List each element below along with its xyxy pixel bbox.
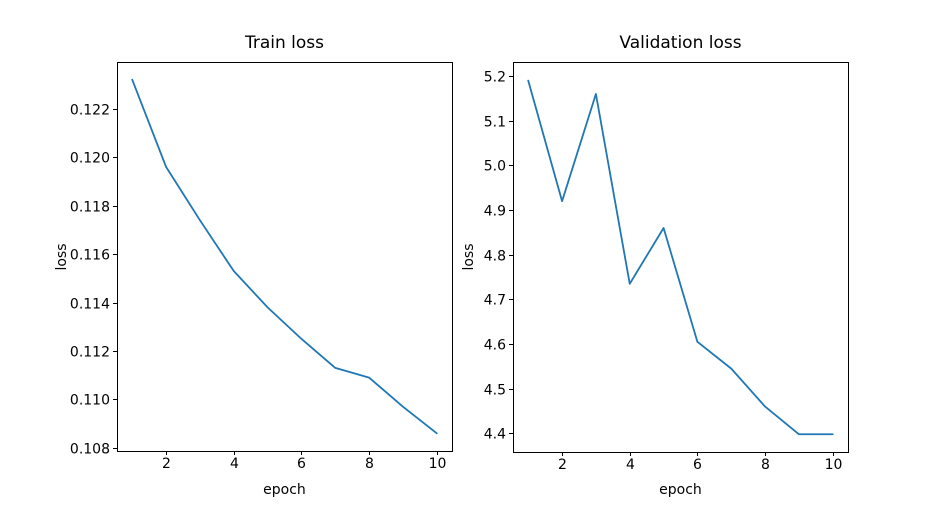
y-tick-label: 5.2 bbox=[484, 70, 506, 86]
y-tick-label: 5.1 bbox=[484, 115, 506, 131]
validation-loss-plot-svg: 2 4 6 8 10 4.4 4.5 4.6 4.7 4.8 4.9 5.0 5.1 5.2 bbox=[484, 62, 849, 473]
y-axis-label: loss bbox=[461, 243, 477, 271]
chart-title: Validation loss bbox=[619, 33, 742, 53]
x-tick-label: 2 bbox=[162, 456, 171, 472]
train-loss-subplot: 2 4 6 8 10 0.108 0.110 0.112 0.114 0.116 0.118 0.12… bbox=[0, 0, 470, 508]
chart-title: Train loss bbox=[244, 33, 325, 53]
y-tick-label: 4.7 bbox=[484, 293, 506, 309]
y-tick-label: 0.122 bbox=[70, 103, 110, 119]
y-tick-label: 0.110 bbox=[70, 393, 110, 409]
validation-loss-subplot: 2 4 6 8 10 4.4 4.5 4.6 4.7 4.8 4.9 5.0 5.1 5.2 Valida… bbox=[461, 0, 941, 508]
y-tick-label: 0.112 bbox=[70, 345, 110, 361]
y-tick-label: 0.108 bbox=[70, 442, 110, 458]
train-loss-plot-svg: 2 4 6 8 10 0.108 0.110 0.112 0.114 0.116 0.118 0.12… bbox=[70, 62, 453, 472]
y-tick-label: 4.5 bbox=[484, 383, 506, 399]
y-tick-label: 0.120 bbox=[70, 151, 110, 167]
axes-spines bbox=[513, 62, 849, 453]
y-tick-label: 0.118 bbox=[70, 200, 110, 216]
x-tick-label: 10 bbox=[825, 457, 843, 473]
x-tick-label: 2 bbox=[558, 457, 567, 473]
y-tick-label: 4.4 bbox=[484, 427, 506, 443]
x-tick-label: 10 bbox=[429, 456, 447, 472]
x-tick-label: 6 bbox=[297, 456, 306, 472]
y-tick-label: 0.114 bbox=[70, 297, 110, 313]
y-tick-label: 0.116 bbox=[70, 248, 110, 264]
y-tick-label: 4.9 bbox=[484, 204, 506, 220]
x-tick-label: 4 bbox=[230, 456, 239, 472]
loss-line bbox=[131, 78, 438, 435]
x-axis-label: epoch bbox=[659, 482, 702, 498]
x-tick-label: 8 bbox=[761, 457, 770, 473]
y-tick-label: 4.6 bbox=[484, 338, 506, 354]
y-tick-label: 5.0 bbox=[484, 159, 506, 175]
loss-line bbox=[527, 79, 834, 436]
x-tick-label: 6 bbox=[693, 457, 702, 473]
y-tick-label: 4.8 bbox=[484, 249, 506, 265]
x-tick-label: 4 bbox=[626, 457, 635, 473]
axes-spines bbox=[117, 62, 453, 452]
y-axis-label: loss bbox=[54, 243, 70, 271]
x-tick-label: 8 bbox=[365, 456, 374, 472]
x-axis-label: epoch bbox=[263, 482, 306, 498]
